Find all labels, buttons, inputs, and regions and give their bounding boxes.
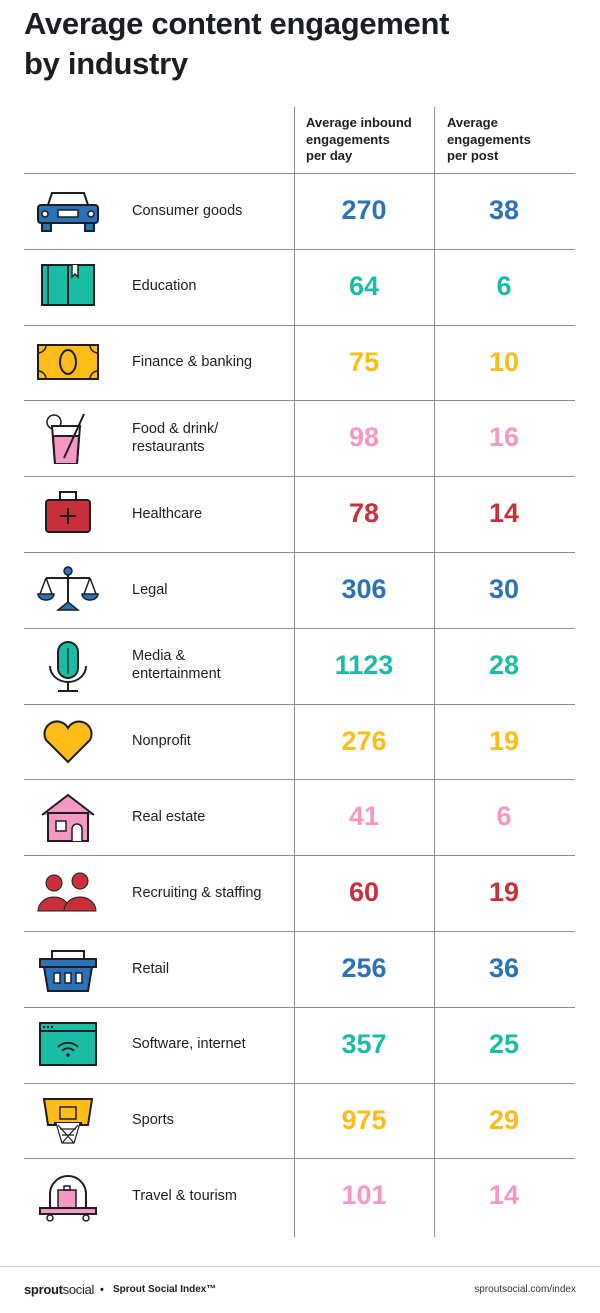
per-post-value: 16 [488, 422, 520, 453]
row-divider [24, 1082, 575, 1084]
per-post-value: 28 [488, 649, 520, 680]
row-divider [24, 1006, 575, 1008]
column-header-per-post: Average engagements per post [447, 115, 531, 163]
industry-label: Education [132, 278, 197, 295]
table-row: Travel & tourism 101 14 [24, 1158, 575, 1233]
industry-label: Food & drink/restaurants [132, 420, 219, 455]
car-icon [34, 185, 102, 237]
industry-label: Real estate [132, 808, 206, 825]
per-day-value: 975 [341, 1104, 387, 1135]
row-divider [24, 627, 575, 629]
row-divider [24, 855, 575, 857]
industry-label: Consumer goods [132, 202, 243, 219]
row-divider [24, 173, 575, 174]
per-day-value: 41 [348, 801, 380, 832]
page-title: Average content engagement by industry [24, 4, 449, 84]
microphone-icon [34, 640, 102, 692]
table-row: Consumer goods 270 38 [24, 173, 575, 248]
row-divider [24, 931, 575, 932]
per-post-value: 36 [488, 953, 520, 983]
table-row: Education 64 6 [24, 249, 575, 324]
column-divider-2 [434, 107, 435, 1237]
row-divider [24, 703, 575, 705]
industry-label: Sports [132, 1112, 174, 1129]
footer-separator: • [100, 1284, 104, 1296]
per-post-value: 10 [488, 346, 520, 377]
table-row: Nonprofit 276 19 [24, 704, 575, 779]
per-post-value: 25 [488, 1028, 520, 1059]
table-row: Media & entertainment 1123 28 [24, 628, 575, 703]
heart-icon [34, 716, 102, 768]
row-divider [24, 476, 575, 478]
basketball-hoop-icon [34, 1095, 102, 1147]
table-row: Food & drink/restaurants 98 16 [24, 400, 575, 475]
per-day-value: 98 [348, 422, 380, 453]
industry-label: Media & entertainment [132, 648, 221, 683]
people-icon [34, 867, 102, 919]
footer-url: sproutsocial.com/index [474, 1284, 576, 1295]
title-line-2: by industry [24, 46, 188, 81]
industry-label: Finance & banking [132, 354, 253, 371]
per-post-value: 6 [496, 270, 512, 301]
industry-label: Legal [132, 581, 168, 598]
basket-icon [34, 943, 102, 995]
column-header-per-day: Average inbound engagements per day [306, 115, 412, 163]
row-divider [24, 1158, 575, 1160]
row-divider [24, 552, 575, 553]
per-post-value: 14 [488, 498, 520, 529]
browser-wifi-icon [34, 1019, 102, 1071]
title-line-1: Average content engagement [24, 6, 450, 41]
footer-divider [0, 1266, 600, 1267]
per-post-value: 30 [488, 574, 520, 604]
per-post-value: 38 [488, 195, 520, 225]
per-day-value: 357 [341, 1028, 387, 1059]
banknote-icon [34, 337, 102, 389]
per-day-value: 75 [348, 346, 380, 377]
footer-index-label: Sprout Social Index™ [113, 1284, 217, 1295]
column-divider-1 [294, 107, 295, 1237]
row-divider [24, 779, 575, 781]
industry-label: Recruiting & staffing [132, 884, 262, 901]
scales-icon [34, 564, 102, 616]
per-post-value: 19 [488, 725, 520, 756]
row-divider [24, 248, 575, 250]
table-row: Sports 975 29 [24, 1083, 575, 1158]
luggage-cart-icon [34, 1170, 102, 1223]
industry-label: Nonprofit [132, 733, 191, 750]
per-post-value: 29 [488, 1104, 520, 1135]
per-post-value: 19 [488, 877, 520, 908]
per-day-value: 78 [348, 498, 380, 529]
house-icon [34, 791, 102, 843]
per-day-value: 276 [341, 725, 387, 756]
first-aid-kit-icon [34, 488, 102, 540]
table-row: Healthcare 78 14 [24, 476, 575, 551]
table-row: Finance & banking 75 10 [24, 325, 575, 400]
per-day-value: 101 [341, 1180, 387, 1211]
drink-glass-icon [34, 412, 102, 465]
industry-label: Retail [132, 960, 170, 977]
per-post-value: 14 [488, 1180, 520, 1211]
per-day-value: 64 [348, 270, 380, 301]
per-day-value: 306 [341, 574, 387, 604]
table-row: Real estate 41 6 [24, 779, 575, 854]
table-row: Software, internet 357 25 [24, 1007, 575, 1082]
industry-label: Software, internet [132, 1036, 246, 1053]
sprout-social-logo: sproutsocial [24, 1282, 95, 1297]
row-divider [24, 400, 575, 402]
table-row: Legal 306 30 [24, 552, 575, 627]
table-row: Retail 256 36 [24, 931, 575, 1006]
industry-label: Travel & tourism [132, 1187, 238, 1204]
per-day-value: 60 [348, 877, 380, 908]
table-row: Recruiting & staffing 60 19 [24, 855, 575, 930]
per-day-value: 256 [341, 953, 387, 983]
book-icon [34, 261, 102, 313]
industry-label: Healthcare [132, 505, 203, 522]
row-divider [24, 324, 575, 326]
per-day-value: 1123 [334, 649, 394, 680]
per-day-value: 270 [341, 195, 387, 225]
per-post-value: 6 [496, 801, 512, 832]
